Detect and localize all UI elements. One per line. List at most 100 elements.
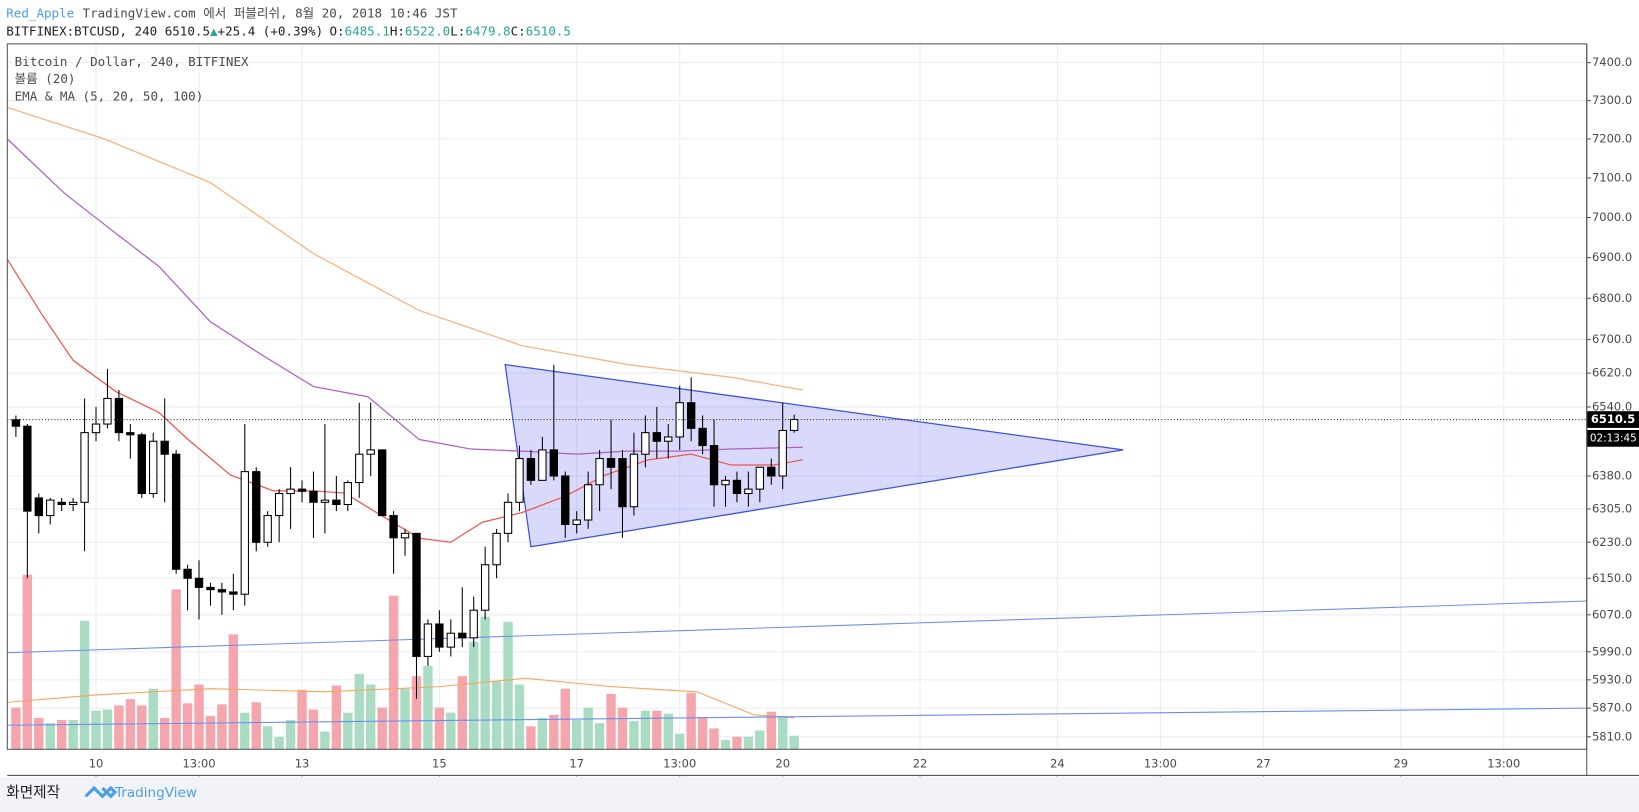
footer-brand[interactable]: TradingView xyxy=(114,785,197,801)
volume-bar xyxy=(354,674,364,750)
volume-bar xyxy=(491,681,502,750)
candle-body xyxy=(252,471,261,543)
volume-bar xyxy=(503,621,513,750)
trend-line xyxy=(7,600,1587,654)
volume-bar xyxy=(457,676,467,750)
y-tick-label: 5810.0 xyxy=(1592,729,1632,743)
candle-body xyxy=(618,458,627,508)
volume-bar xyxy=(68,720,78,750)
candle-body xyxy=(721,479,730,486)
volume-bar xyxy=(663,713,673,750)
y-tick-label: 7200.0 xyxy=(1592,132,1632,146)
volume-bar xyxy=(697,716,708,750)
change: +25.4 (+0.39%) xyxy=(218,23,324,38)
volume-bar xyxy=(114,705,124,750)
candle-body xyxy=(778,429,787,477)
candle-body xyxy=(274,492,284,517)
candle-body xyxy=(263,515,272,543)
volume-bar xyxy=(331,685,342,750)
trend-line xyxy=(7,707,1587,726)
candle-body xyxy=(755,466,765,490)
candle-body xyxy=(80,432,89,503)
candle-body xyxy=(572,519,581,525)
volume-bar xyxy=(434,707,445,750)
candle-body xyxy=(366,449,375,455)
volume-bar xyxy=(583,707,593,750)
volume-bar xyxy=(594,723,605,750)
y-tick-label: 6800.0 xyxy=(1592,291,1632,305)
plot xyxy=(6,43,1587,750)
h-label: H: xyxy=(390,23,405,38)
volume-bar xyxy=(205,715,216,750)
y-tick-label: 6150.0 xyxy=(1592,571,1632,585)
candle-body xyxy=(11,419,21,427)
candle-body xyxy=(767,466,776,477)
y-tick-label: 6230.0 xyxy=(1592,535,1632,549)
volume-bar xyxy=(148,688,158,750)
published: TradingView.com 에서 퍼블리쉬, 8월 20, 2018 10:… xyxy=(83,5,458,20)
volume-bar xyxy=(743,736,754,750)
candle-body xyxy=(698,427,707,447)
legend-volume: 볼륨 (20) xyxy=(15,71,76,86)
volume-bar xyxy=(228,634,239,750)
candle-body xyxy=(446,632,455,648)
user[interactable]: Red_Apple xyxy=(6,5,74,20)
candle-body xyxy=(377,449,387,517)
l: 6479.8 xyxy=(465,23,510,38)
c-label: C: xyxy=(511,23,526,38)
volume-bar xyxy=(365,684,376,750)
y-tick-label: 7000.0 xyxy=(1592,210,1632,224)
x-tick-label: 13:00 xyxy=(1487,756,1520,770)
x-tick-label: 29 xyxy=(1393,756,1408,770)
legend-ma: EMA & MA (5, 20, 50, 100) xyxy=(15,89,204,104)
candle-body xyxy=(355,453,364,484)
volume-bar xyxy=(526,726,536,750)
volume-bar xyxy=(79,620,90,750)
x-tick-label: 13:00 xyxy=(182,756,215,770)
candle-body xyxy=(538,449,547,481)
volume-bar xyxy=(411,676,422,750)
y-tick-label: 6070.0 xyxy=(1592,607,1632,621)
moving-average xyxy=(6,138,803,455)
volume-bar xyxy=(766,711,776,750)
candle-body xyxy=(595,458,604,486)
countdown-label: 02:13:45 xyxy=(1590,432,1637,444)
candle-body xyxy=(709,445,719,486)
x-tick-label: 13:00 xyxy=(663,756,696,770)
volume-bar xyxy=(308,709,319,750)
candle-body xyxy=(789,419,799,431)
volume-bar xyxy=(572,720,582,750)
volume-bar xyxy=(320,731,330,750)
y-tick-label: 7100.0 xyxy=(1592,170,1632,184)
volume-bar xyxy=(400,688,410,750)
candle-body xyxy=(34,497,43,517)
volume-bar xyxy=(778,715,788,750)
candle-body xyxy=(629,453,639,508)
volume-ma-line xyxy=(7,677,795,719)
volume-bar xyxy=(297,689,307,750)
x-tick-label: 13 xyxy=(295,756,310,770)
volume-bar xyxy=(480,616,490,750)
volume-bar xyxy=(640,710,651,750)
volume-bar xyxy=(377,707,387,750)
quote-line: BITFINEX:BTCUSD, 240 6510.5▲+25.4 (+0.39… xyxy=(6,23,571,38)
x-tick-label: 20 xyxy=(775,756,790,770)
symbol: BITFINEX:BTCUSD, 240 6510.5 xyxy=(6,23,210,38)
x-tick-label: 10 xyxy=(89,756,104,770)
moving-average xyxy=(7,106,803,391)
volume-bar xyxy=(91,710,101,750)
candle-body xyxy=(458,632,467,639)
candle-body xyxy=(549,449,558,477)
candle-body xyxy=(297,488,307,492)
candle-body xyxy=(23,425,32,512)
volume-bar xyxy=(675,733,685,750)
candle-body xyxy=(320,499,330,503)
brand-logo xyxy=(84,785,118,799)
header-line: Red_Apple TradingView.com 에서 퍼블리쉬, 8월 20,… xyxy=(6,5,458,20)
candle-body xyxy=(503,501,513,534)
last-price-label: 6510.5 xyxy=(1591,412,1635,426)
candle-body xyxy=(217,589,227,593)
